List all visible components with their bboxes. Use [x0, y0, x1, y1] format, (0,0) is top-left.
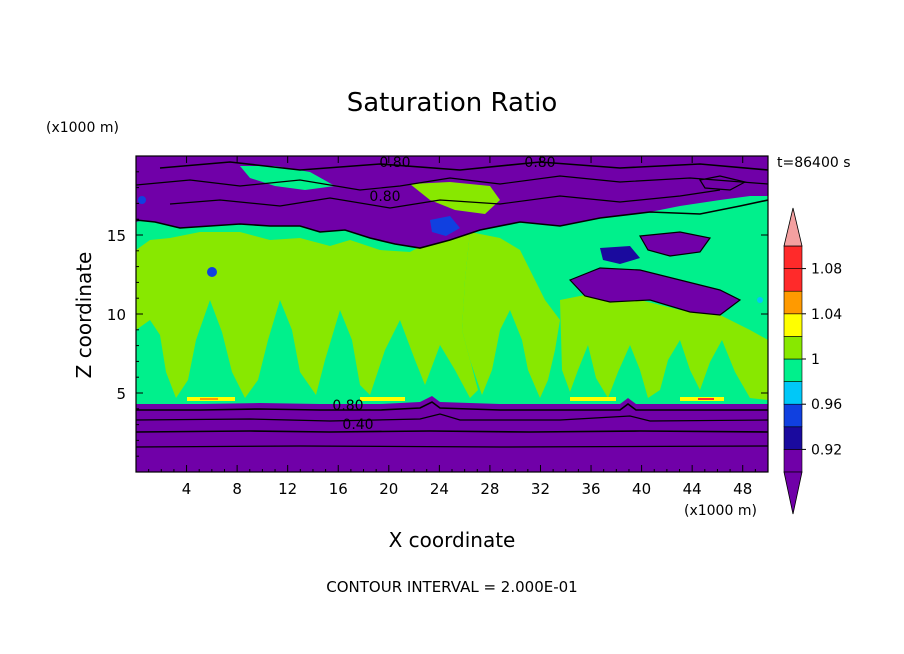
cyan-spot-1 — [757, 297, 763, 303]
upper-cloud-pocket-4 — [520, 226, 620, 262]
contour-field — [136, 156, 768, 472]
colorbar: 1.08 1.04 1 0.96 0.92 — [783, 207, 842, 515]
colorbar-band — [783, 313, 803, 337]
x-tick-label: 4 — [182, 480, 192, 498]
contour-line-pocket-3 — [699, 175, 747, 191]
colorbar-extend-high — [783, 207, 803, 247]
contour-line-040-lower — [136, 430, 768, 433]
colorbar-label: 0.92 — [811, 442, 842, 458]
contour-line-upper-080-a — [136, 199, 768, 249]
colorbar-extend-low — [783, 471, 803, 515]
contour-interval-note: CONTOUR INTERVAL = 2.000E-01 — [326, 578, 578, 596]
chart-title: Saturation Ratio — [346, 88, 558, 118]
colorbar-band — [783, 268, 803, 292]
contour-line-upper-080-b — [136, 175, 768, 191]
dry-pocket-1 — [570, 268, 740, 315]
contour-line-020-lower — [136, 445, 768, 448]
colorbar-band — [783, 336, 803, 360]
contour-line-080-lower — [136, 401, 768, 411]
contour-labels: 0.80 0.800.800.800.40 — [332, 155, 555, 433]
colorbar-band — [783, 403, 803, 428]
cloud-region-yellowgreen-1 — [136, 232, 478, 398]
supersaturation-streak-2 — [360, 397, 405, 401]
x-tick-label: 16 — [329, 480, 348, 498]
x-axis-ticks: 4 8 12 16 20 24 28 32 36 40 44 48 — [148, 156, 756, 498]
contour-label: 0.40 — [342, 417, 373, 433]
y-tick-label: 10 — [107, 306, 126, 324]
lower-dry-layer — [136, 396, 768, 472]
contour-line-060-lower — [136, 413, 768, 422]
x-tick-label: 32 — [531, 480, 550, 498]
upper-cloud-pocket-2 — [410, 182, 500, 214]
x-tick-label: 48 — [733, 480, 752, 498]
y-tick-label: 5 — [116, 385, 126, 403]
colorbar-band — [783, 426, 803, 450]
contour-line-pocket-2 — [639, 231, 712, 257]
x-tick-label: 28 — [480, 480, 499, 498]
contour-label: 0.80 — [369, 189, 400, 205]
colorbar-label: 1.04 — [811, 307, 842, 323]
colorbar-label: 1.08 — [811, 262, 842, 278]
colorbar-label: 1 — [811, 352, 820, 368]
x-tick-label: 12 — [278, 480, 297, 498]
blue-spot-1 — [207, 267, 217, 277]
contour-lines — [136, 161, 768, 448]
upper-cloud-pocket-1 — [240, 166, 335, 190]
x-tick-label: 36 — [581, 480, 600, 498]
y-axis-ticks: 5 10 15 — [107, 171, 768, 457]
dry-pocket-2 — [640, 232, 710, 256]
dry-pocket-3 — [600, 246, 640, 264]
colorbar-band — [783, 358, 803, 382]
contour-line-upper-060 — [169, 189, 721, 209]
blue-spot-2 — [138, 196, 146, 204]
colorbar-band — [783, 381, 803, 405]
x-axis-label: X coordinate — [388, 528, 516, 552]
contour-line-cloud-pocket — [568, 267, 742, 316]
x-tick-label: 44 — [683, 480, 702, 498]
colorbar-band — [783, 449, 803, 473]
cloud-region-yellowgreen-3 — [560, 292, 768, 400]
cloud-region-yellowgreen-2 — [462, 232, 560, 398]
time-label: t=86400 s — [777, 155, 851, 171]
x-tick-label: 8 — [232, 480, 242, 498]
contour-label: 0.80 — [332, 398, 363, 414]
y-tick-label: 15 — [107, 227, 126, 245]
colorbar-band — [783, 245, 803, 269]
colorbar-band — [783, 290, 803, 315]
contour-label: 0.80 — [379, 155, 410, 171]
x-tick-label: 40 — [632, 480, 651, 498]
supersaturation-core-1 — [200, 398, 218, 400]
dry-pocket-4 — [430, 216, 460, 236]
colorbar-label: 0.96 — [811, 397, 842, 413]
supersaturation-core-2 — [698, 398, 714, 400]
x-tick-label: 24 — [430, 480, 449, 498]
x-axis-unit: (x1000 m) — [684, 503, 757, 519]
supersaturation-streak-3 — [570, 397, 616, 401]
contour-line-upper-040 — [159, 161, 768, 171]
x-tick-label: 20 — [379, 480, 398, 498]
y-axis-unit: (x1000 m) — [46, 120, 119, 136]
